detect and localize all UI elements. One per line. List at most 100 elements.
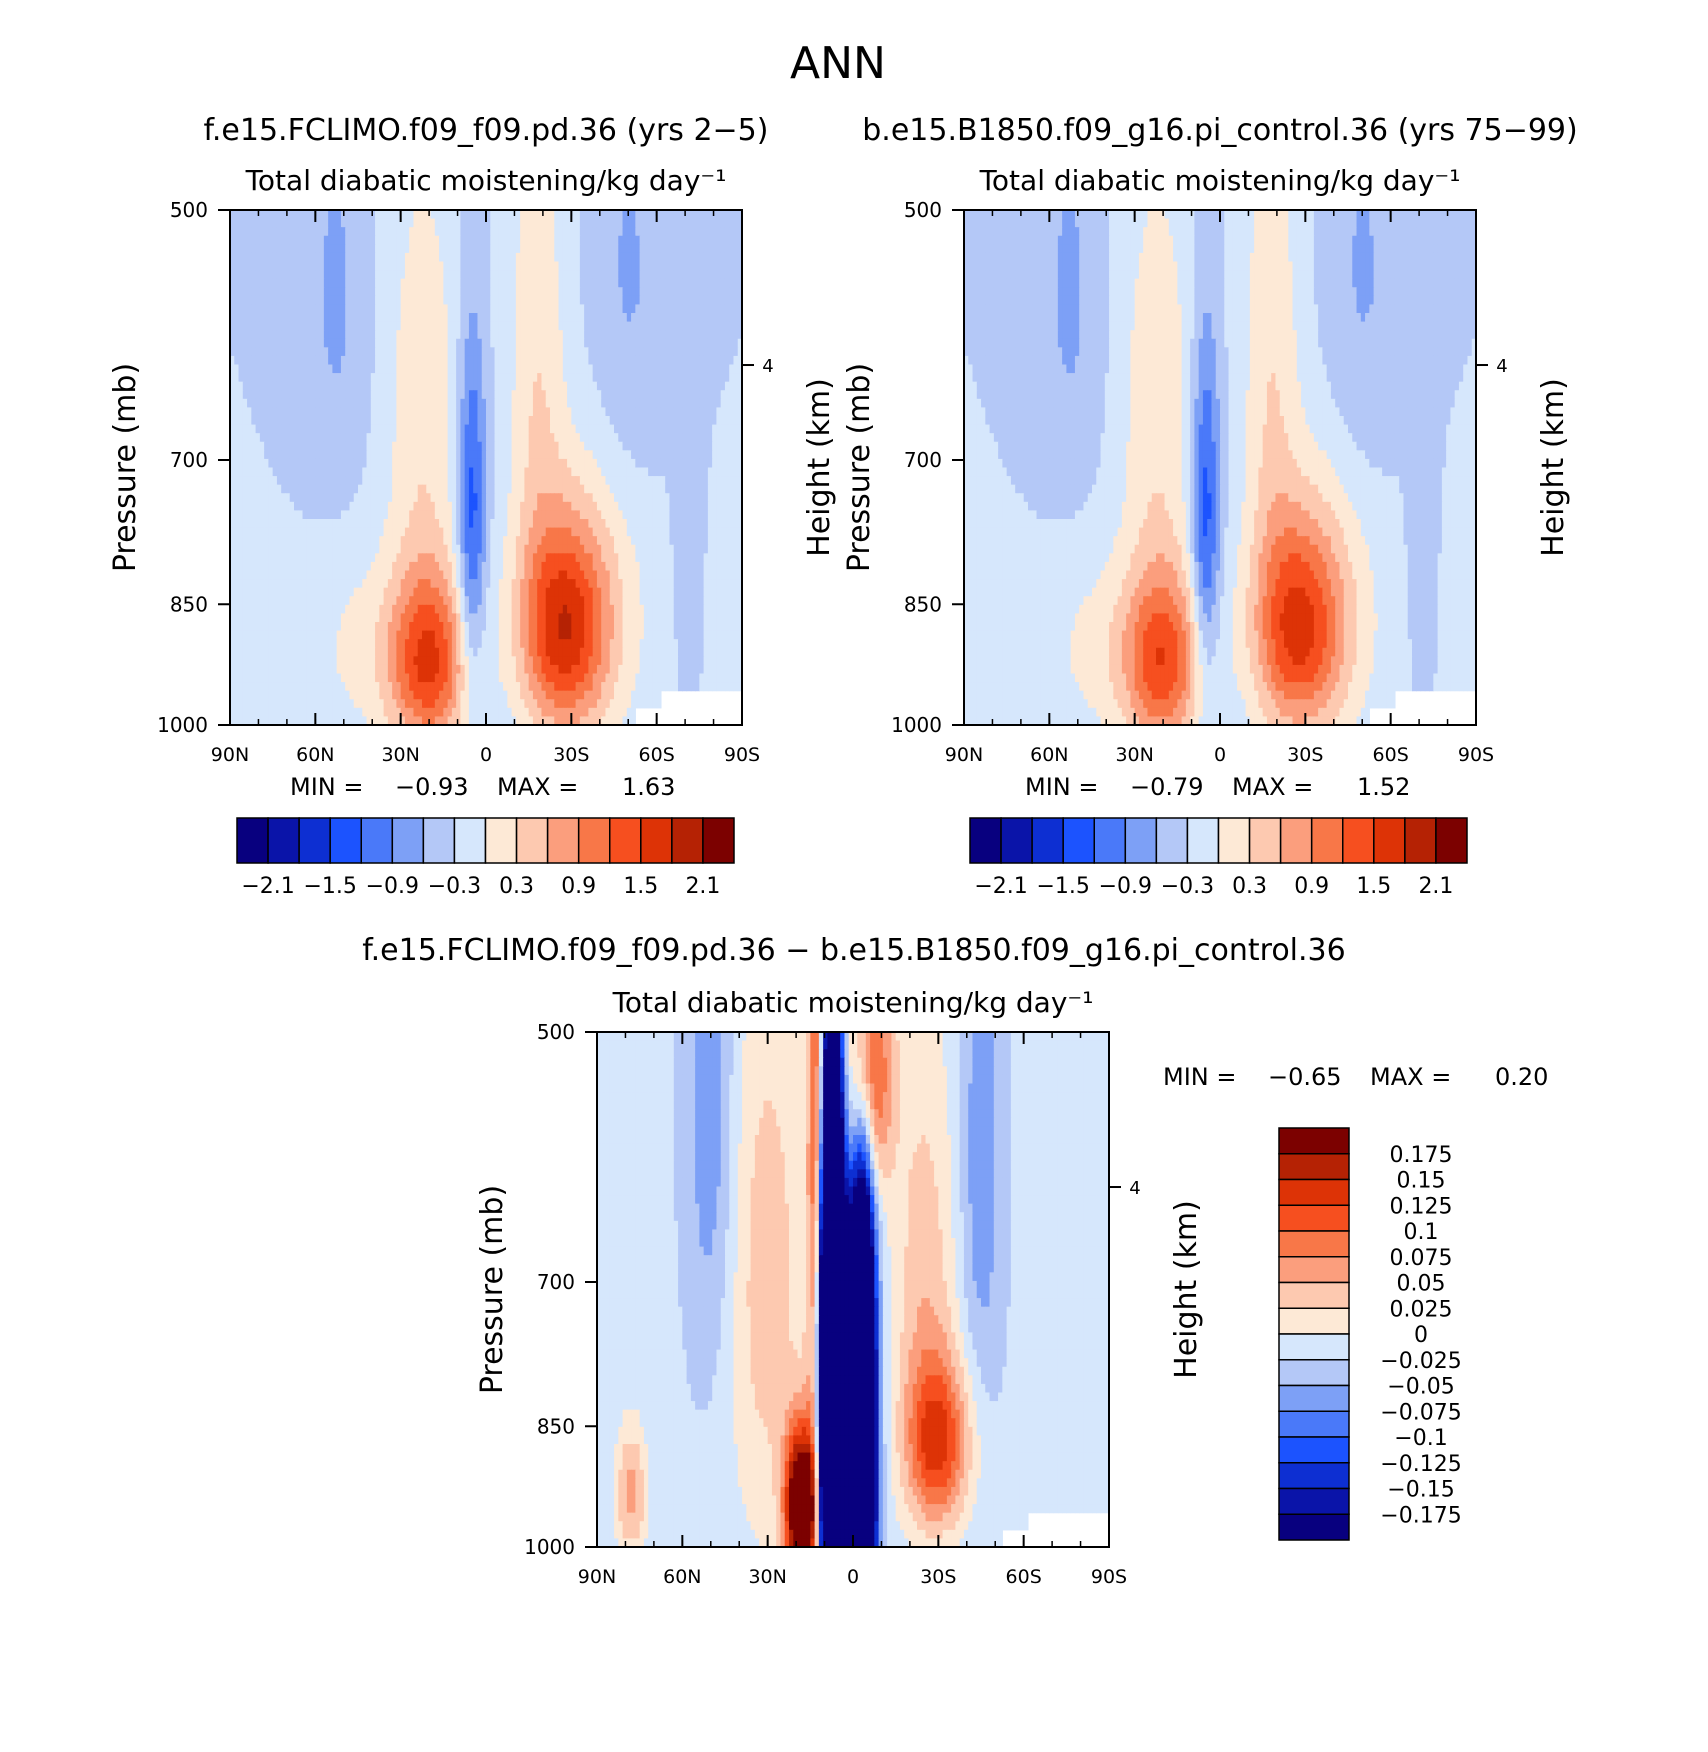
field-cell	[319, 544, 325, 554]
field-cell	[268, 252, 274, 263]
field-cell	[311, 527, 316, 537]
field-cell	[669, 373, 675, 383]
field-cell	[276, 321, 282, 331]
field-cell	[699, 304, 705, 314]
field-cell	[387, 527, 393, 537]
field-cell	[289, 433, 295, 443]
field-cell	[340, 458, 346, 469]
field-cell	[631, 287, 636, 297]
field-cell	[622, 407, 628, 417]
field-cell	[481, 484, 487, 494]
field-cell	[490, 476, 496, 486]
field-cell	[648, 407, 653, 417]
field-cell	[614, 347, 619, 357]
field-cell	[242, 347, 248, 357]
field-cell	[699, 407, 705, 417]
field-cell	[383, 355, 389, 366]
field-cell	[720, 261, 726, 271]
field-cell	[311, 484, 316, 494]
field-cell	[404, 416, 410, 426]
field-cell	[699, 218, 705, 228]
field-cell	[601, 278, 607, 288]
field-cell	[281, 407, 287, 417]
field-cell	[468, 501, 474, 512]
field-cell	[558, 390, 564, 400]
field-cell	[366, 347, 372, 357]
field-cell	[665, 347, 671, 357]
field-cell	[285, 398, 291, 409]
field-cell	[379, 287, 385, 297]
field-cell	[251, 321, 257, 331]
field-cell	[473, 519, 479, 529]
field-cell	[729, 493, 735, 503]
field-cell	[379, 407, 385, 417]
field-cell	[699, 536, 705, 546]
field-cell	[247, 527, 252, 537]
field-cell	[298, 553, 304, 563]
field-cell	[503, 373, 508, 383]
field-cell	[626, 355, 632, 366]
field-cell	[558, 210, 564, 220]
field-cell	[456, 227, 461, 237]
field-cell	[370, 433, 376, 443]
field-cell	[302, 313, 308, 323]
field-cell	[311, 467, 316, 477]
field-cell	[592, 484, 598, 494]
field-cell	[332, 338, 338, 348]
field-cell	[289, 373, 295, 383]
field-cell	[494, 493, 500, 503]
field-cell	[614, 501, 619, 512]
field-cell	[562, 398, 568, 409]
field-cell	[340, 398, 346, 409]
field-cell	[592, 261, 598, 271]
field-cell	[285, 407, 291, 417]
field-cell	[422, 407, 427, 417]
field-cell	[358, 364, 363, 374]
field-cell	[464, 501, 470, 512]
field-cell	[695, 467, 700, 477]
field-cell	[537, 407, 543, 417]
field-cell	[345, 270, 351, 280]
field-cell	[298, 227, 304, 237]
field-cell	[673, 441, 679, 451]
field-cell	[520, 210, 525, 220]
field-cell	[392, 467, 397, 477]
field-cell	[366, 561, 372, 572]
field-cell	[230, 373, 235, 383]
field-cell	[349, 519, 355, 529]
field-cell	[400, 373, 406, 383]
field-cell	[276, 244, 282, 254]
field-cell	[720, 553, 726, 563]
field-cell	[673, 373, 679, 383]
field-cell	[520, 424, 525, 434]
field-cell	[396, 458, 402, 469]
field-cell	[724, 527, 730, 537]
field-cell	[238, 321, 244, 331]
field-cell	[336, 373, 342, 383]
field-cell	[631, 373, 636, 383]
field-cell	[652, 381, 658, 391]
field-cell	[323, 278, 329, 288]
field-cell	[652, 536, 658, 546]
field-cell	[490, 450, 496, 460]
field-cell	[323, 338, 329, 348]
field-cell	[323, 381, 329, 391]
field-cell	[272, 227, 278, 237]
field-cell	[541, 476, 547, 486]
field-cell	[383, 527, 389, 537]
field-cell	[281, 467, 287, 477]
field-cell	[520, 527, 525, 537]
field-cell	[383, 398, 389, 409]
field-cell	[464, 519, 470, 529]
field-cell	[545, 287, 551, 297]
field-cell	[447, 424, 453, 434]
field-cell	[532, 244, 538, 254]
field-cell	[259, 218, 265, 228]
field-cell	[486, 278, 491, 288]
field-cell	[413, 330, 419, 340]
field-cell	[686, 338, 692, 348]
field-cell	[383, 244, 389, 254]
field-cell	[443, 347, 449, 357]
field-cell	[281, 321, 287, 331]
field-cell	[396, 218, 402, 228]
